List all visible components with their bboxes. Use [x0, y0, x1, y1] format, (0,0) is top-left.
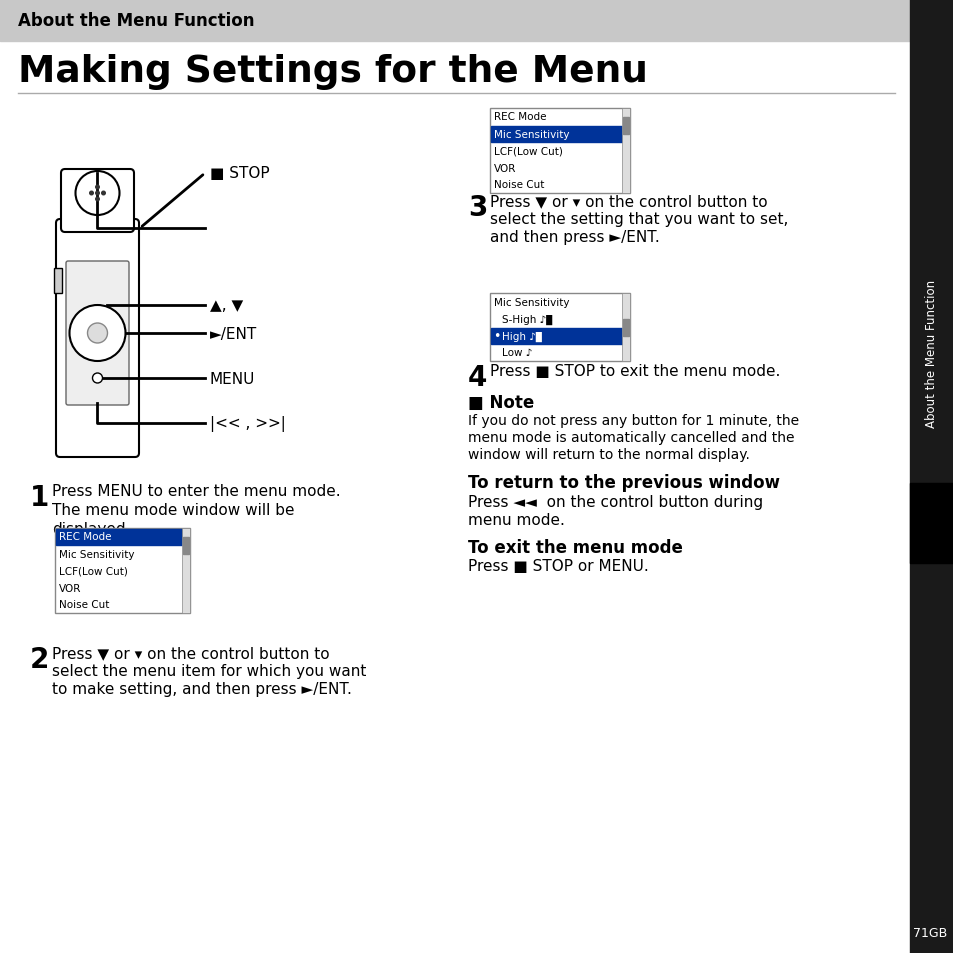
Text: MENU: MENU	[210, 371, 255, 386]
Text: 3: 3	[468, 193, 487, 222]
Text: 1: 1	[30, 483, 50, 512]
Text: LCF(Low Cut): LCF(Low Cut)	[59, 566, 128, 576]
Text: menu mode is automatically cancelled and the: menu mode is automatically cancelled and…	[468, 431, 794, 444]
Text: ■ Note: ■ Note	[468, 394, 534, 412]
Text: S-High ♪▊: S-High ♪▊	[501, 314, 554, 324]
Text: Mic Sensitivity: Mic Sensitivity	[494, 130, 569, 139]
Text: REC Mode: REC Mode	[494, 112, 546, 122]
Text: Noise Cut: Noise Cut	[494, 180, 544, 191]
Text: About the Menu Function: About the Menu Function	[18, 12, 254, 30]
Text: Press MENU to enter the menu mode.: Press MENU to enter the menu mode.	[52, 483, 340, 498]
Text: Mic Sensitivity: Mic Sensitivity	[494, 297, 569, 307]
Text: Press ■ STOP or MENU.: Press ■ STOP or MENU.	[468, 558, 648, 574]
Text: LCF(Low Cut): LCF(Low Cut)	[494, 147, 562, 156]
Bar	[909, 0, 953, 953]
Text: ►/ENT: ►/ENT	[210, 326, 257, 341]
Text: and then press ►/ENT.: and then press ►/ENT.	[490, 230, 659, 245]
Bar	[182, 529, 190, 614]
Text: to make setting, and then press ►/ENT.: to make setting, and then press ►/ENT.	[52, 681, 352, 697]
Circle shape	[95, 198, 99, 202]
Text: Noise Cut: Noise Cut	[59, 599, 110, 610]
Bar	[490, 294, 629, 361]
Circle shape	[90, 192, 93, 195]
Text: REC Mode: REC Mode	[59, 532, 112, 542]
Text: Press ■ STOP to exit the menu mode.: Press ■ STOP to exit the menu mode.	[490, 364, 780, 378]
Text: select the setting that you want to set,: select the setting that you want to set,	[490, 212, 787, 227]
Circle shape	[75, 172, 119, 215]
Bar	[183, 537, 189, 554]
Text: Making Settings for the Menu: Making Settings for the Menu	[18, 54, 647, 90]
FancyBboxPatch shape	[61, 170, 133, 233]
FancyBboxPatch shape	[56, 220, 139, 457]
Circle shape	[88, 324, 108, 344]
Text: 4: 4	[468, 364, 487, 392]
Text: ■ STOP: ■ STOP	[210, 167, 270, 181]
Text: If you do not press any button for 1 minute, the: If you do not press any button for 1 min…	[468, 414, 799, 428]
Text: |<< , >>|: |<< , >>|	[210, 416, 286, 432]
Bar	[621, 294, 629, 361]
Text: To return to the previous window: To return to the previous window	[468, 474, 780, 492]
Text: High ♪▊: High ♪▊	[501, 331, 543, 341]
Text: •: •	[493, 330, 500, 343]
Bar	[0, 0, 909, 42]
Text: Press ◄◄  on the control button during: Press ◄◄ on the control button during	[468, 495, 762, 510]
Bar	[490, 109, 629, 193]
Text: Press ▼ or ▾ on the control button to: Press ▼ or ▾ on the control button to	[490, 193, 767, 209]
Bar	[622, 319, 628, 336]
Circle shape	[70, 306, 126, 361]
FancyBboxPatch shape	[66, 262, 129, 406]
Circle shape	[95, 186, 99, 190]
Bar	[55, 529, 190, 614]
Text: select the menu item for which you want: select the menu item for which you want	[52, 663, 366, 679]
Bar	[909, 483, 953, 563]
Text: About the Menu Function: About the Menu Function	[924, 279, 938, 428]
Text: The menu mode window will be: The menu mode window will be	[52, 502, 294, 517]
Bar	[56, 530, 182, 545]
Text: menu mode.: menu mode.	[468, 513, 564, 527]
Bar	[491, 329, 621, 345]
Bar	[491, 127, 621, 143]
Text: Press ▼ or ▾ on the control button to: Press ▼ or ▾ on the control button to	[52, 645, 330, 660]
Bar	[54, 269, 62, 294]
Text: ▲, ▼: ▲, ▼	[210, 298, 243, 314]
Text: To exit the menu mode: To exit the menu mode	[468, 538, 682, 557]
Bar	[621, 109, 629, 193]
Text: VOR: VOR	[494, 163, 516, 173]
Text: VOR: VOR	[59, 583, 81, 593]
Text: window will return to the normal display.: window will return to the normal display…	[468, 448, 749, 461]
Text: Mic Sensitivity: Mic Sensitivity	[59, 549, 134, 558]
Circle shape	[95, 192, 99, 195]
Bar	[622, 117, 628, 134]
Text: 2: 2	[30, 645, 50, 673]
Text: 71GB: 71GB	[912, 926, 946, 940]
Text: displayed.: displayed.	[52, 521, 131, 537]
Circle shape	[92, 374, 102, 384]
Text: Low ♪: Low ♪	[501, 348, 532, 358]
Circle shape	[102, 192, 105, 195]
